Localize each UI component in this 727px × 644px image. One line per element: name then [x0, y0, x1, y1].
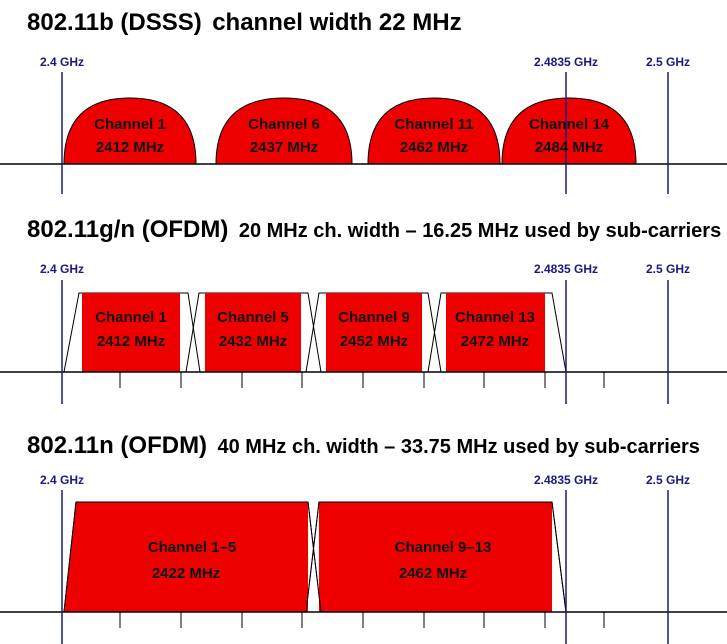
channel-freq: 2412 MHz — [97, 333, 165, 350]
channel-label: Channel 5 — [217, 309, 289, 326]
channel-dome-6 — [215, 97, 353, 165]
channel-label: Channel 13 — [455, 309, 535, 326]
marker-label-2-5ghz: 2.5 GHz — [646, 473, 690, 487]
section-ofdm-20: 802.11g/n (OFDM) 20 MHz ch. width – 16.2… — [0, 216, 727, 404]
channel-freq: 2412 MHz — [96, 139, 164, 156]
channel-freq: 2437 MHz — [250, 139, 318, 156]
axis-ticks-3 — [119, 612, 605, 628]
channel-label: Channel 1–5 — [148, 539, 236, 556]
axis-ticks-2 — [119, 372, 605, 388]
marker-label-2-5ghz: 2.5 GHz — [646, 262, 690, 276]
section-title-dsss: 802.11b (DSSS) channel width 22 MHz — [27, 9, 462, 36]
channel-freq: 2472 MHz — [461, 333, 529, 350]
channel-block-13 — [446, 293, 545, 372]
channel-freq: 2462 MHz — [399, 565, 467, 582]
channel-dome-11 — [367, 97, 501, 165]
marker-label-2-4ghz: 2.4 GHz — [40, 473, 84, 487]
channel-freq: 2422 MHz — [152, 565, 220, 582]
section-title-ofdm-20: 802.11g/n (OFDM) 20 MHz ch. width – 16.2… — [27, 216, 721, 243]
channel-label: Channel 6 — [248, 116, 320, 133]
channel-outline-9-13 — [305, 501, 567, 613]
marker-label-2-5ghz: 2.5 GHz — [646, 55, 690, 69]
channel-block-5 — [205, 293, 301, 372]
channel-block-1-5 — [64, 502, 308, 612]
channel-freq: 2484 MHz — [535, 139, 603, 156]
channel-dome-14 — [501, 97, 637, 165]
channel-dome-1 — [63, 97, 197, 165]
channel-label: Channel 11 — [394, 116, 473, 133]
channel-freq: 2432 MHz — [219, 333, 287, 350]
section-ofdm-40: 802.11n (OFDM) 40 MHz ch. width – 33.75 … — [0, 432, 727, 644]
marker-label-2-4835ghz: 2.4835 GHz — [534, 473, 598, 487]
channel-label: Channel 9–13 — [395, 539, 492, 556]
channel-freq: 2452 MHz — [340, 333, 408, 350]
channel-label: Channel 1 — [94, 116, 166, 133]
channel-block-9-13 — [319, 502, 552, 612]
section-dsss: 802.11b (DSSS) channel width 22 MHz 2.4 … — [0, 9, 727, 194]
channel-label: Channel 1 — [95, 309, 167, 326]
marker-label-2-4835ghz: 2.4835 GHz — [534, 262, 598, 276]
section-title-ofdm-40: 802.11n (OFDM) 40 MHz ch. width – 33.75 … — [27, 432, 700, 459]
channel-freq: 2462 MHz — [400, 139, 468, 156]
marker-label-2-4835ghz: 2.4835 GHz — [534, 55, 598, 69]
channel-block-1 — [82, 293, 180, 372]
channel-label: Channel 14 — [529, 116, 610, 133]
marker-label-2-4ghz: 2.4 GHz — [40, 55, 84, 69]
channel-block-9 — [326, 293, 422, 372]
marker-label-2-4ghz: 2.4 GHz — [40, 262, 84, 276]
channel-outline-1-5 — [63, 501, 322, 613]
channel-label: Channel 9 — [338, 309, 410, 326]
